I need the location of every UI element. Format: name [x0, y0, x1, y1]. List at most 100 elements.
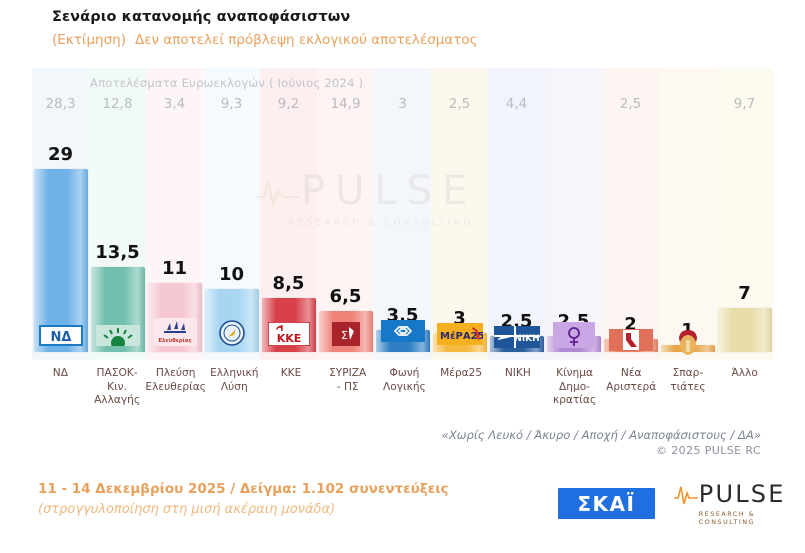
bar-group: 11 Ελευθερίας [146, 60, 203, 360]
pulse-logo: PULSE RESEARCH & CONSULTING [673, 481, 805, 526]
svg-text:ΝΙΚΗ: ΝΙΚΗ [514, 334, 539, 344]
chart-column: 14,9 6,5 Σ [317, 68, 374, 360]
previous-result-value: 9,2 [277, 96, 300, 112]
bar[interactable]: Σ [318, 310, 373, 353]
column-band [431, 68, 488, 360]
x-axis-label: Νέα Αριστερά [606, 367, 657, 393]
skai-logo: ΣΚΑΪ [558, 488, 655, 519]
chart-column: 9,2 8,5 ΚΚΕ [260, 68, 317, 360]
x-axis-label: Άλλο [731, 367, 758, 379]
niki-logo: ΝΙΚΗ [493, 326, 540, 352]
previous-result-value: 3 [398, 96, 407, 112]
bar-group: 8,5 ΚΚΕ [260, 60, 317, 360]
bar-group: 3 ΜέΡΑ25 [431, 60, 488, 360]
bar[interactable] [90, 266, 145, 353]
bar-group: 10 [203, 60, 260, 360]
bar-value-label: 6,5 [329, 285, 362, 307]
bar[interactable]: ΚΚΕ [261, 298, 316, 352]
column-band [545, 68, 602, 360]
plefsi-logo: Ελευθερίας [152, 318, 197, 350]
column-band [488, 68, 545, 360]
chart-column: 28,3 29 ΝΔ [32, 68, 89, 360]
svg-text:Σ: Σ [341, 329, 348, 342]
bar[interactable]: Ελευθερίας [147, 282, 202, 353]
bar-group: 6,5 Σ [317, 60, 374, 360]
bar-chart-plot: 28,3 29 ΝΔ 12,8 13,5 3,4 11 Ελευθερίας 9,3 10 9,2 8… [32, 68, 773, 360]
bar[interactable]: ΝΔ [33, 169, 88, 352]
copyright-note: © 2025 PULSE RC [655, 444, 761, 457]
chart-column: 2,5 [545, 68, 602, 360]
x-axis-label: Πλεύση Ελευθερίας [145, 367, 206, 393]
mera25-logo: ΜέΡΑ25 [436, 323, 484, 349]
previous-result-value: 2,5 [619, 96, 642, 112]
bar-value-label: 7 [738, 282, 751, 304]
previous-result-value: 12,8 [102, 96, 133, 112]
bar-value-label: 8,5 [272, 273, 305, 295]
previous-result-value: 28,3 [45, 96, 76, 112]
bar-group: 13,5 [89, 60, 146, 360]
previous-result-value: 4,4 [505, 96, 528, 112]
elliniki-lysi-logo [218, 320, 245, 350]
x-axis-label: ΚΚΕ [280, 367, 302, 379]
fieldwork-info: 11 - 14 Δεκεμβρίου 2025 / Δείγμα: 1.102 … [38, 481, 449, 497]
x-axis-label: ΣΥΡΙΖΑ - ΠΣ [329, 367, 367, 393]
column-band [659, 68, 716, 360]
chart-column: 2,5 2 [602, 68, 659, 360]
previous-result-value: 9,3 [220, 96, 243, 112]
bar-value-label: 10 [218, 263, 245, 285]
subtitle-estimate-label: (Εκτίμηση) [52, 31, 126, 48]
bar-value-label: 13,5 [95, 241, 140, 263]
chart-subtitle: (Εκτίμηση) Δεν αποτελεί πρόβλεψη εκλογικο… [52, 32, 792, 50]
x-axis-label: ΝΙΚΗ [504, 367, 531, 379]
syriza-logo: Σ [331, 322, 360, 350]
subtitle-disclaimer: Δεν αποτελεί πρόβλεψη εκλογικού αποτελέσ… [134, 31, 478, 48]
foni-logikis-logo [380, 319, 425, 346]
bar[interactable] [717, 307, 772, 353]
x-axis-label: Μέρα25 [440, 367, 483, 379]
skai-logo-text: ΣΚΑΪ [577, 491, 636, 516]
chart-column: 4,4 2,5 ΝΙΚΗ [488, 68, 545, 360]
bar[interactable] [603, 329, 658, 352]
nea-aristera-logo [608, 329, 653, 355]
x-axis-label: Φωνή Λογικής [383, 367, 426, 393]
previous-result-value: 2,5 [448, 96, 471, 112]
x-axis-label: Ελληνική Λύση [210, 367, 259, 393]
bar[interactable] [546, 322, 601, 352]
svg-text:ΝΔ: ΝΔ [50, 330, 71, 345]
bar[interactable]: ΜέΡΑ25 [432, 323, 487, 352]
bar[interactable]: ΝΙΚΗ [489, 326, 544, 352]
kke-logo: ΚΚΕ [266, 321, 311, 350]
bar-group: 2,5 ΝΙΚΗ [488, 60, 545, 360]
chart-header: Σενάριο κατανομής αναποφάσιστων (Εκτίμησ… [52, 8, 792, 49]
nd-logo: ΝΔ [38, 325, 83, 350]
chart-column: 9,7 7 [716, 68, 773, 360]
pulse-logo-text: PULSE [698, 479, 786, 508]
bar[interactable] [375, 319, 430, 353]
x-axis-label: Κίνημα Δημο-κρατίας [552, 367, 597, 407]
chart-footer: 11 - 14 Δεκεμβρίου 2025 / Δείγμα: 1.102 … [38, 481, 449, 517]
pulse-wave-icon [673, 486, 698, 505]
previous-result-value: 3,4 [163, 96, 186, 112]
chart-column: 2,5 3 ΜέΡΑ25 [431, 68, 488, 360]
bar-group: 7 [716, 60, 773, 360]
x-axis-label: ΠΑΣΟΚ-Κιν. Αλλαγής [94, 367, 141, 407]
bar[interactable] [660, 330, 715, 355]
column-band [374, 68, 431, 360]
bar-value-label: 29 [47, 144, 74, 165]
svg-text:ΚΚΕ: ΚΚΕ [276, 332, 301, 345]
spartiates-logo [673, 327, 703, 361]
bar-value-label: 11 [161, 257, 188, 279]
column-band [602, 68, 659, 360]
previous-result-value: 9,7 [733, 96, 756, 112]
bar-group: 3,5 [374, 60, 431, 360]
chart-column: 12,8 13,5 [89, 68, 146, 360]
pasok-logo [95, 325, 140, 350]
chart-column: 3 3,5 [374, 68, 431, 360]
exclusion-note: «Χωρίς Λευκό / Άκυρο / Αποχή / Αναποφάσι… [441, 428, 761, 442]
bar[interactable] [204, 288, 259, 353]
brand-logos: ΣΚΑΪ PULSE RESEARCH & CONSULTING [558, 481, 805, 526]
rounding-note: (στρογγυλοποίηση στη μισή ακέραιη μονάδα… [38, 502, 336, 517]
svg-text:ΜέΡΑ25: ΜέΡΑ25 [440, 330, 483, 342]
chart-column: 3,4 11 Ελευθερίας [146, 68, 203, 360]
